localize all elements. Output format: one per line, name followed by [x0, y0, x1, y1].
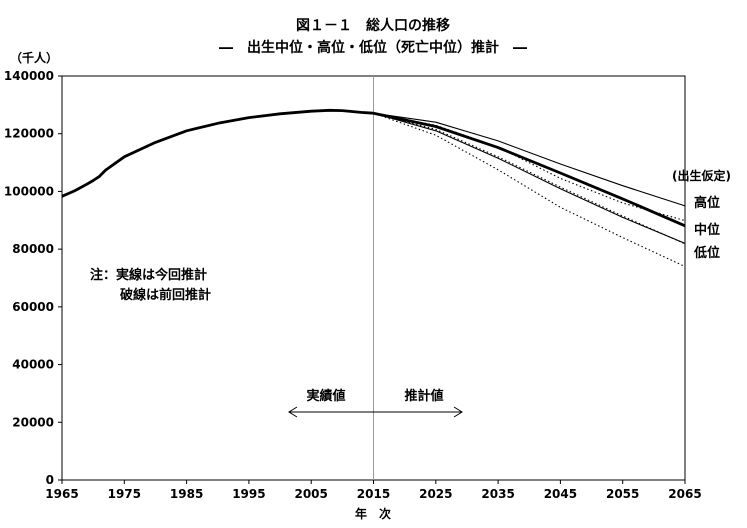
y-axis-label: （千人） [10, 50, 58, 65]
y-tick-label: 40000 [12, 358, 54, 372]
series-line-1 [373, 112, 686, 207]
series-label: 高位 [694, 195, 720, 211]
y-tick-label: 20000 [12, 415, 54, 429]
x-tick-label: 1995 [232, 487, 265, 501]
y-tick-label: 60000 [12, 300, 54, 314]
projected-label: 推計値 [404, 388, 443, 404]
series-line-2 [373, 111, 686, 228]
x-tick-label: 1985 [170, 487, 203, 501]
series-line-6 [373, 112, 686, 267]
y-tick-label: 140000 [4, 69, 54, 83]
actual-arrow-head [288, 406, 298, 418]
note-line-1: 注：実線は今回推計 [90, 267, 207, 283]
note-line-2: 破線は前回推計 [120, 287, 211, 303]
y-tick-label: 120000 [4, 127, 54, 141]
x-tick-label: 1965 [45, 487, 78, 501]
x-axis-label: 年 次 [355, 506, 391, 521]
projected-arrow-head [453, 406, 463, 418]
series-line-0 [61, 108, 374, 198]
actual-label: 実績値 [306, 388, 345, 404]
series-label: 低位 [693, 245, 720, 261]
x-tick-label: 2035 [481, 487, 514, 501]
y-tick-label: 80000 [12, 242, 54, 256]
y-tick-label: 100000 [4, 184, 54, 198]
x-tick-label: 2065 [668, 487, 701, 501]
x-tick-label: 2025 [419, 487, 452, 501]
x-tick-label: 2045 [544, 487, 577, 501]
series-line-4 [373, 112, 686, 222]
chart-subtitle: ― 出生中位・高位・低位（死亡中位）推計 ― [219, 39, 527, 56]
y-tick-label: 0 [46, 473, 54, 487]
series-line-3 [373, 112, 686, 244]
legend-title: (出生仮定) [672, 168, 731, 183]
x-tick-label: 2055 [606, 487, 639, 501]
chart-title: 図１－１ 総人口の推移 [296, 17, 450, 34]
x-tick-label: 2005 [294, 487, 327, 501]
x-tick-label: 1975 [108, 487, 141, 501]
series-label: 中位 [694, 222, 720, 238]
x-tick-label: 2015 [357, 487, 390, 501]
